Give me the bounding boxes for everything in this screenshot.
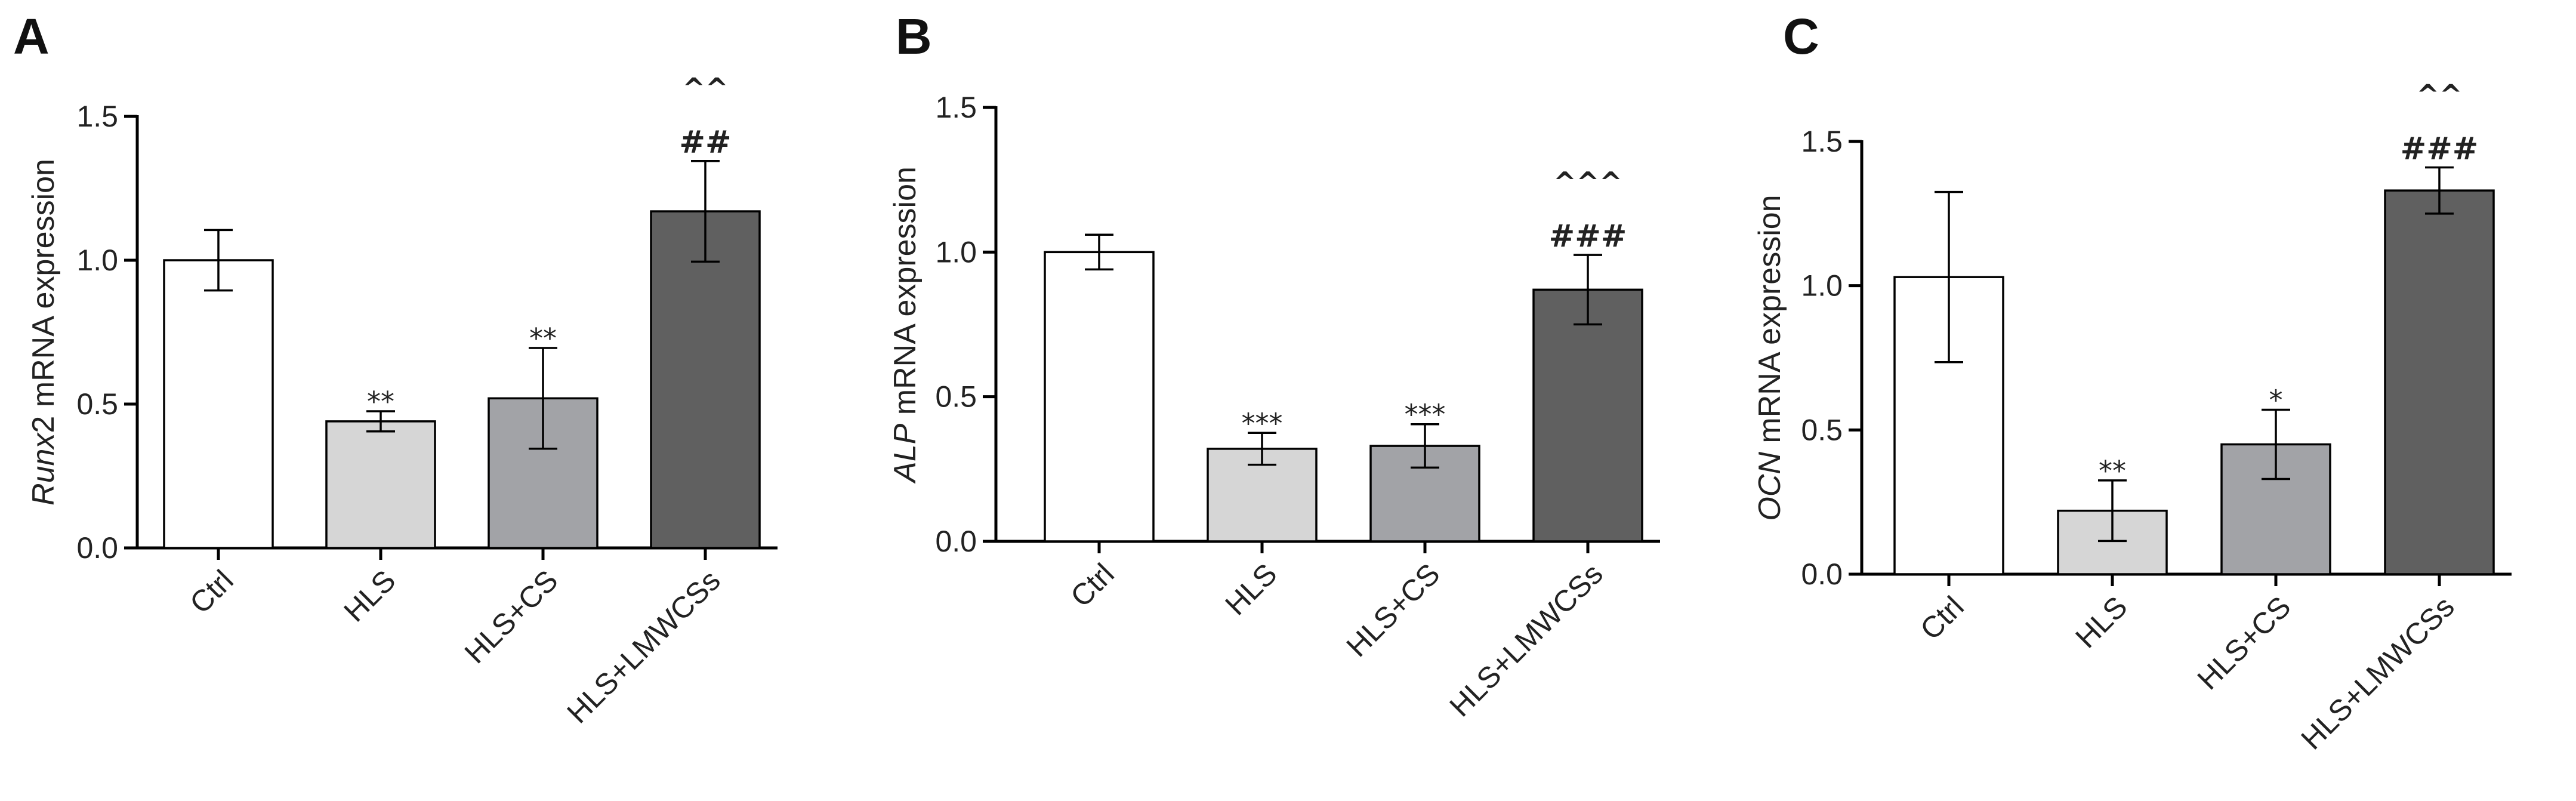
category-label-c-0: Ctrl [1914, 590, 1970, 646]
bar-b-2 [1369, 445, 1480, 543]
category-label-c-1: HLS [2069, 590, 2133, 654]
significance-mark-a-3-1: ^^ [682, 72, 728, 104]
chart-panel-a: A Runx2 mRNA expression 0.0 0.5 1.0 1.5 Ctrl HL… [0, 0, 859, 801]
y-tick-label-b-3: 1.5 [935, 91, 977, 124]
significance-mark-b-3-1: ^^^ [1553, 166, 1622, 198]
significance-mark-c-3-0: ### [2401, 131, 2479, 167]
y-tick-label-c-2: 1.0 [1801, 269, 1843, 303]
bar-b-0 [1044, 251, 1155, 543]
category-label-a-1: HLS [337, 563, 402, 628]
significance-mark-a-3-0: ## [679, 125, 731, 161]
y-tick-label-c-1: 0.5 [1801, 413, 1843, 446]
y-tick-label-b-2: 1.0 [935, 235, 977, 269]
significance-mark-c-1-0: ** [2099, 455, 2126, 487]
category-label-b-3: HLS+LMWCSs [1443, 557, 1609, 723]
chart-panel-c: C OCN mRNA expression 0.0 0.5 1.0 1.5 Ctrl HLS *… [1717, 0, 2576, 801]
category-label-c-2: HLS+CS [2191, 590, 2297, 696]
category-label-b-1: HLS [1218, 557, 1283, 621]
chart-c-svg: C OCN mRNA expression 0.0 0.5 1.0 1.5 Ctrl HLS *… [1753, 8, 2512, 756]
y-tick-label-a-2: 1.0 [76, 244, 118, 277]
chart-a-svg: A Runx2 mRNA expression 0.0 0.5 1.0 1.5 Ctrl HL… [13, 8, 778, 729]
bar-a-1 [325, 420, 436, 549]
y-tick-label-a-0: 0.0 [76, 531, 118, 565]
y-tick-label-b-0: 0.0 [935, 525, 977, 558]
y-tick-label-b-1: 0.5 [935, 380, 977, 414]
bar-c-3 [2384, 189, 2495, 575]
chart-panel-b: B ALP mRNA expression 0.0 0.5 1.0 1.5 Ctrl HLS *… [859, 0, 1717, 801]
significance-mark-b-3-0: ### [1549, 218, 1627, 254]
significance-mark-a-1-0: ** [367, 386, 394, 418]
category-label-b-0: Ctrl [1064, 557, 1121, 614]
category-label-b-2: HLS+CS [1340, 557, 1446, 663]
panel-letter-c: C [1783, 8, 1819, 64]
bar-a-0 [163, 259, 274, 549]
category-label-a-0: Ctrl [183, 563, 240, 620]
category-label-c-3: HLS+LMWCSs [2294, 590, 2460, 756]
y-axis-label-c: OCN mRNA expression [1753, 195, 1787, 520]
category-label-a-3: HLS+LMWCSs [560, 563, 726, 729]
significance-mark-b-2-0: *** [1405, 399, 1446, 431]
y-tick-label-c-3: 1.5 [1801, 125, 1843, 158]
chart-b-svg: B ALP mRNA expression 0.0 0.5 1.0 1.5 Ctrl HLS *… [888, 8, 1660, 723]
panel-letter-a: A [13, 8, 50, 64]
bar-b-3 [1532, 288, 1643, 543]
significance-mark-c-2-0: * [2269, 384, 2283, 417]
significance-mark-c-3-1: ^^ [2416, 79, 2462, 111]
panel-letter-b: B [896, 8, 932, 64]
y-tick-label-c-0: 0.0 [1801, 557, 1843, 591]
category-label-a-2: HLS+CS [458, 563, 564, 670]
y-axis-label-a: Runx2 mRNA expression [26, 159, 61, 506]
significance-mark-b-1-0: *** [1242, 407, 1283, 439]
y-tick-label-a-1: 0.5 [76, 387, 118, 421]
y-tick-label-a-3: 1.5 [76, 100, 118, 133]
significance-mark-a-2-0: ** [529, 322, 557, 355]
y-axis-label-b: ALP mRNA expression [888, 167, 923, 484]
